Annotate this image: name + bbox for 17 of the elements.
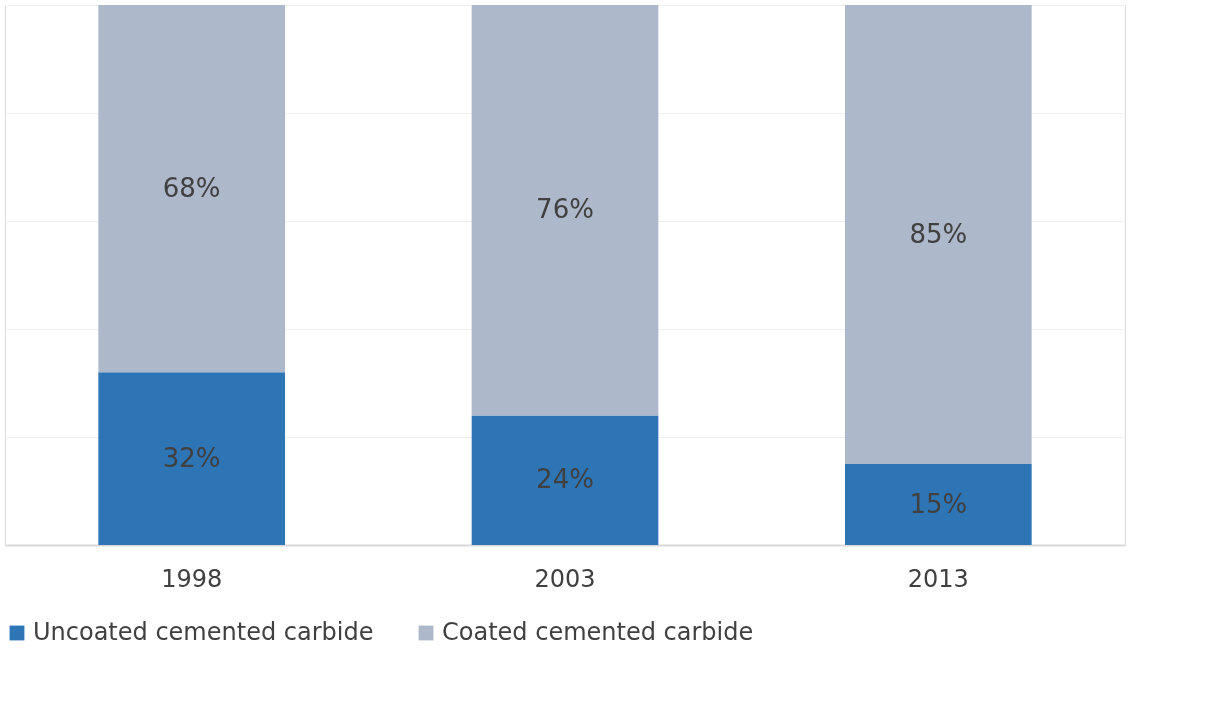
bar	[98, 5, 285, 373]
x-tick-label: 2013	[907, 564, 969, 593]
bar	[471, 415, 659, 545]
data-label: 85%	[909, 218, 968, 249]
x-tick-label: 2003	[534, 564, 596, 593]
x-tick-label: 1998	[161, 564, 223, 593]
legend-label: Uncoated cemented carbide	[33, 618, 374, 646]
bar	[845, 464, 1032, 545]
data-label: 68%	[162, 172, 221, 203]
bar	[845, 5, 1032, 464]
bar	[471, 5, 659, 416]
data-label: 24%	[536, 464, 594, 495]
data-label: 76%	[536, 194, 594, 225]
data-label: 15%	[909, 488, 968, 519]
bar	[98, 372, 285, 545]
data-label: 32%	[162, 442, 221, 473]
legend-label: Coated cemented carbide	[442, 618, 754, 646]
